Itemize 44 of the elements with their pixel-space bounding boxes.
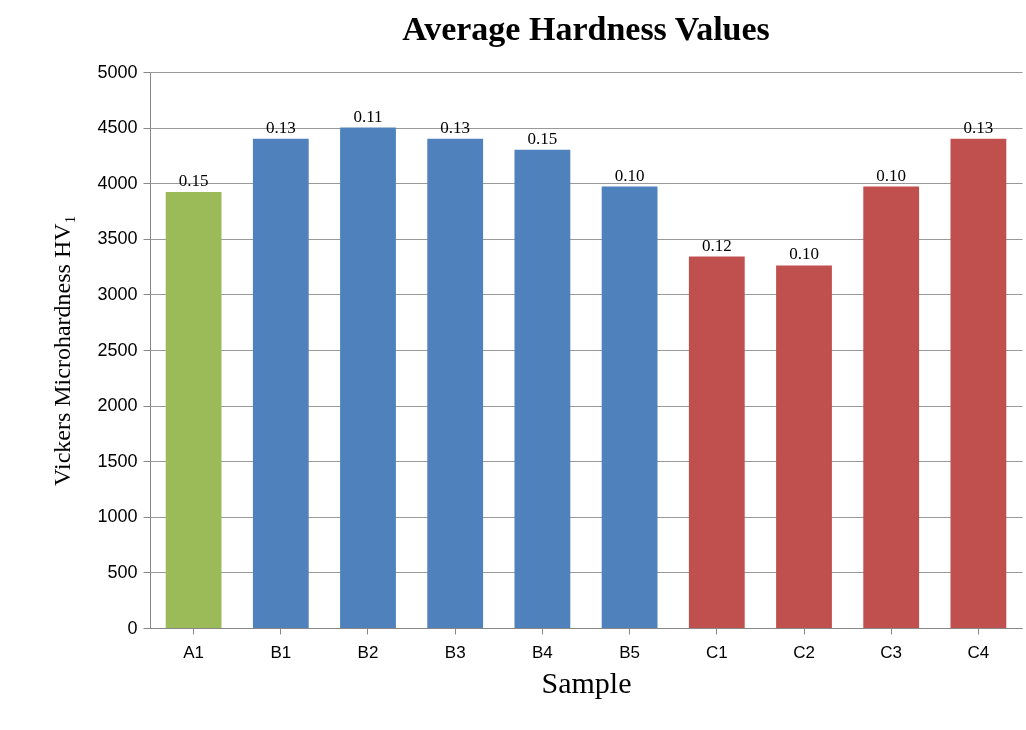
bar bbox=[514, 149, 571, 628]
chart-title: Average Hardness Values bbox=[402, 10, 770, 47]
annotation: 0.12 bbox=[701, 235, 732, 255]
bar bbox=[776, 265, 832, 628]
bar bbox=[252, 138, 309, 628]
bar bbox=[165, 192, 222, 628]
annotation: 0.15 bbox=[178, 171, 209, 191]
annotation: 0.11 bbox=[353, 106, 383, 126]
y-tick-label: 4000 bbox=[97, 172, 138, 193]
y-tick-label: 2500 bbox=[97, 339, 138, 360]
x-tick-label: C3 bbox=[880, 642, 903, 662]
bar bbox=[427, 138, 484, 628]
annotation: 0.13 bbox=[963, 117, 994, 137]
bar bbox=[688, 256, 745, 628]
annotation: 0.15 bbox=[527, 128, 558, 148]
x-tick-label: C4 bbox=[967, 642, 990, 662]
bar bbox=[340, 127, 396, 628]
y-tick-label: 5000 bbox=[97, 61, 138, 82]
y-tick-label: 2000 bbox=[97, 395, 138, 416]
bar bbox=[601, 186, 658, 628]
x-tick-label: A1 bbox=[183, 642, 204, 662]
y-axis-title: Vickers Microhardness HV₁ bbox=[49, 215, 76, 486]
y-tick-label: 1500 bbox=[97, 450, 138, 471]
y-tick-label: 1000 bbox=[97, 506, 138, 527]
y-tick-label: 500 bbox=[107, 561, 138, 582]
x-tick-label: C1 bbox=[705, 642, 728, 662]
x-tick-label: B1 bbox=[270, 642, 292, 662]
x-tick-label: B4 bbox=[532, 642, 553, 662]
bar bbox=[863, 186, 920, 628]
x-tick-label: B3 bbox=[444, 642, 466, 662]
x-tick-label: B2 bbox=[357, 642, 379, 662]
annotation: 0.13 bbox=[265, 117, 296, 137]
annotation: 0.10 bbox=[876, 165, 907, 185]
annotation: 0.10 bbox=[789, 244, 819, 264]
y-tick-label: 0 bbox=[127, 617, 138, 638]
annotation: 0.10 bbox=[614, 165, 645, 185]
y-tick-label: 4500 bbox=[97, 117, 138, 138]
y-tick-label: 3000 bbox=[97, 283, 138, 304]
annotation: 0.13 bbox=[440, 117, 471, 137]
bar bbox=[950, 138, 1007, 628]
x-tick-label: C2 bbox=[793, 642, 815, 662]
y-tick-label: 3500 bbox=[97, 228, 138, 249]
x-axis-title: Sample bbox=[541, 665, 632, 699]
x-tick-label: B5 bbox=[619, 642, 640, 662]
